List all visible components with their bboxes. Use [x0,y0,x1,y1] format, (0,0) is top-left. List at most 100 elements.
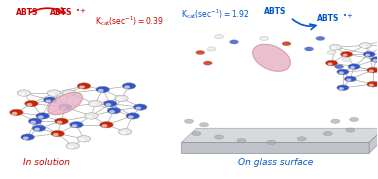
Circle shape [77,83,91,89]
Polygon shape [181,128,378,142]
Circle shape [57,121,62,123]
Circle shape [342,57,351,62]
Circle shape [215,35,223,39]
Circle shape [331,119,340,123]
Circle shape [328,63,332,65]
Circle shape [363,51,375,57]
Circle shape [339,88,343,90]
Circle shape [110,111,114,113]
Circle shape [297,137,306,141]
Circle shape [118,129,132,135]
Circle shape [32,125,46,131]
Circle shape [72,125,77,127]
Circle shape [55,118,68,124]
Text: •+: •+ [343,13,353,19]
Circle shape [343,54,347,56]
Circle shape [66,143,79,149]
Circle shape [122,83,136,89]
Text: $\mathrm{K_{cat}(sec^{-1}) = 1.92}$: $\mathrm{K_{cat}(sec^{-1}) = 1.92}$ [181,7,249,21]
Circle shape [87,116,92,118]
Circle shape [341,51,353,57]
Circle shape [366,54,369,56]
Circle shape [61,107,65,109]
Circle shape [88,100,102,107]
Circle shape [106,104,111,106]
Circle shape [104,100,117,107]
Circle shape [305,47,314,51]
Circle shape [25,100,38,107]
Circle shape [10,109,23,116]
Circle shape [126,113,139,119]
Text: ABTS: ABTS [264,7,287,16]
Circle shape [77,136,91,142]
Circle shape [28,118,42,124]
Text: $\mathrm{K_{cat}(sec^{-1}) = 0.39}$: $\mathrm{K_{cat}(sec^{-1}) = 0.39}$ [95,14,164,28]
Circle shape [62,90,76,96]
Circle shape [329,44,341,50]
Circle shape [43,97,57,103]
Circle shape [203,61,212,65]
Circle shape [68,146,73,148]
Circle shape [369,84,373,86]
Circle shape [23,137,28,139]
Circle shape [367,67,378,73]
Circle shape [369,70,373,72]
Circle shape [196,50,205,55]
Circle shape [335,64,344,69]
Circle shape [367,81,378,87]
Circle shape [36,113,50,119]
Polygon shape [181,142,369,153]
Circle shape [129,116,133,118]
Circle shape [373,60,377,61]
Circle shape [362,45,366,47]
Ellipse shape [253,44,290,71]
Circle shape [100,122,113,128]
Circle shape [96,86,110,93]
Circle shape [237,139,246,143]
Circle shape [27,104,32,106]
Circle shape [21,134,34,140]
Circle shape [327,50,336,55]
Circle shape [12,112,17,115]
Circle shape [282,42,291,46]
Circle shape [347,79,351,81]
Circle shape [99,90,103,92]
Circle shape [125,86,129,88]
Circle shape [80,86,84,88]
Circle shape [200,123,209,127]
Circle shape [31,121,36,123]
Circle shape [39,116,43,118]
Circle shape [107,107,121,114]
Circle shape [65,93,69,95]
Circle shape [325,60,338,66]
Circle shape [207,47,216,51]
Circle shape [59,104,72,110]
Circle shape [85,113,98,119]
Circle shape [359,43,371,48]
Circle shape [50,93,54,95]
Circle shape [344,76,356,82]
Circle shape [136,107,141,109]
Circle shape [332,47,336,49]
Circle shape [184,119,194,123]
Circle shape [70,122,83,128]
Circle shape [350,117,359,122]
Circle shape [337,85,349,91]
Text: On glass surface: On glass surface [238,158,313,167]
Circle shape [20,93,24,95]
Circle shape [46,100,51,102]
Ellipse shape [48,93,82,115]
Circle shape [337,69,349,75]
Circle shape [80,139,84,141]
Circle shape [115,95,128,101]
Circle shape [346,128,355,132]
Circle shape [351,67,355,68]
Circle shape [339,72,343,74]
Text: ABTS: ABTS [50,8,73,17]
Text: In solution: In solution [23,158,70,167]
Text: •+: •+ [76,8,86,14]
Text: ABTS: ABTS [317,14,339,23]
Circle shape [348,64,360,69]
Circle shape [260,36,268,40]
Circle shape [323,131,332,136]
